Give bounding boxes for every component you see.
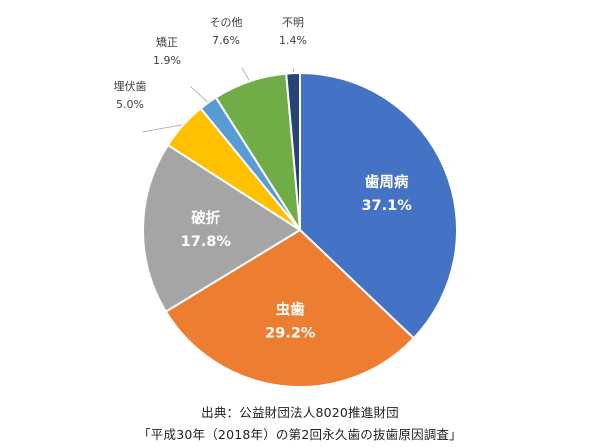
slice-3-label: 破折 bbox=[191, 209, 220, 227]
slice-7-label: 不明 bbox=[282, 16, 304, 29]
source-caption-line-2: 「平成30年（2018年）の第2回永久歯の抜歯原因調査」 bbox=[138, 427, 462, 442]
slice-5-label: 矯正 bbox=[156, 35, 178, 49]
slice-4-leader-line bbox=[141, 124, 183, 133]
slice-2-wedge bbox=[164, 228, 416, 388]
slice-5-value-label: 1.9% bbox=[153, 54, 181, 67]
slice-1-label: 歯周病 bbox=[365, 173, 409, 191]
slice-7-wedge bbox=[285, 71, 301, 231]
slice-5-leader-line bbox=[189, 85, 208, 103]
slice-7-leader-line bbox=[292, 67, 295, 73]
slice-4-value-label: 5.0% bbox=[116, 98, 144, 111]
slice-4-label: 埋伏歯 bbox=[114, 79, 147, 93]
slice-1-wedge bbox=[299, 71, 458, 340]
slice-7-value-label: 1.4% bbox=[279, 34, 307, 47]
slice-3-wedge bbox=[142, 143, 302, 313]
slice-3-value-label: 17.8% bbox=[181, 234, 232, 250]
slice-2-value-label: 29.2% bbox=[265, 326, 316, 342]
slice-6-label: その他 bbox=[210, 16, 243, 29]
slice-2-label: 虫歯 bbox=[276, 301, 305, 319]
pie-slices bbox=[142, 71, 458, 388]
slice-6-leader-line bbox=[241, 67, 250, 81]
source-caption-line-1: 出典：公益財団法人8020推進財団 bbox=[201, 405, 399, 420]
slice-1-value-label: 37.1% bbox=[361, 198, 412, 214]
pie-labels: 歯周病 37.1% 虫歯 29.2% 破折 17.8% 埋伏歯 5.0% 矯正 1.9% その他 7.… bbox=[114, 16, 413, 342]
slice-6-value-label: 7.6% bbox=[212, 34, 240, 47]
